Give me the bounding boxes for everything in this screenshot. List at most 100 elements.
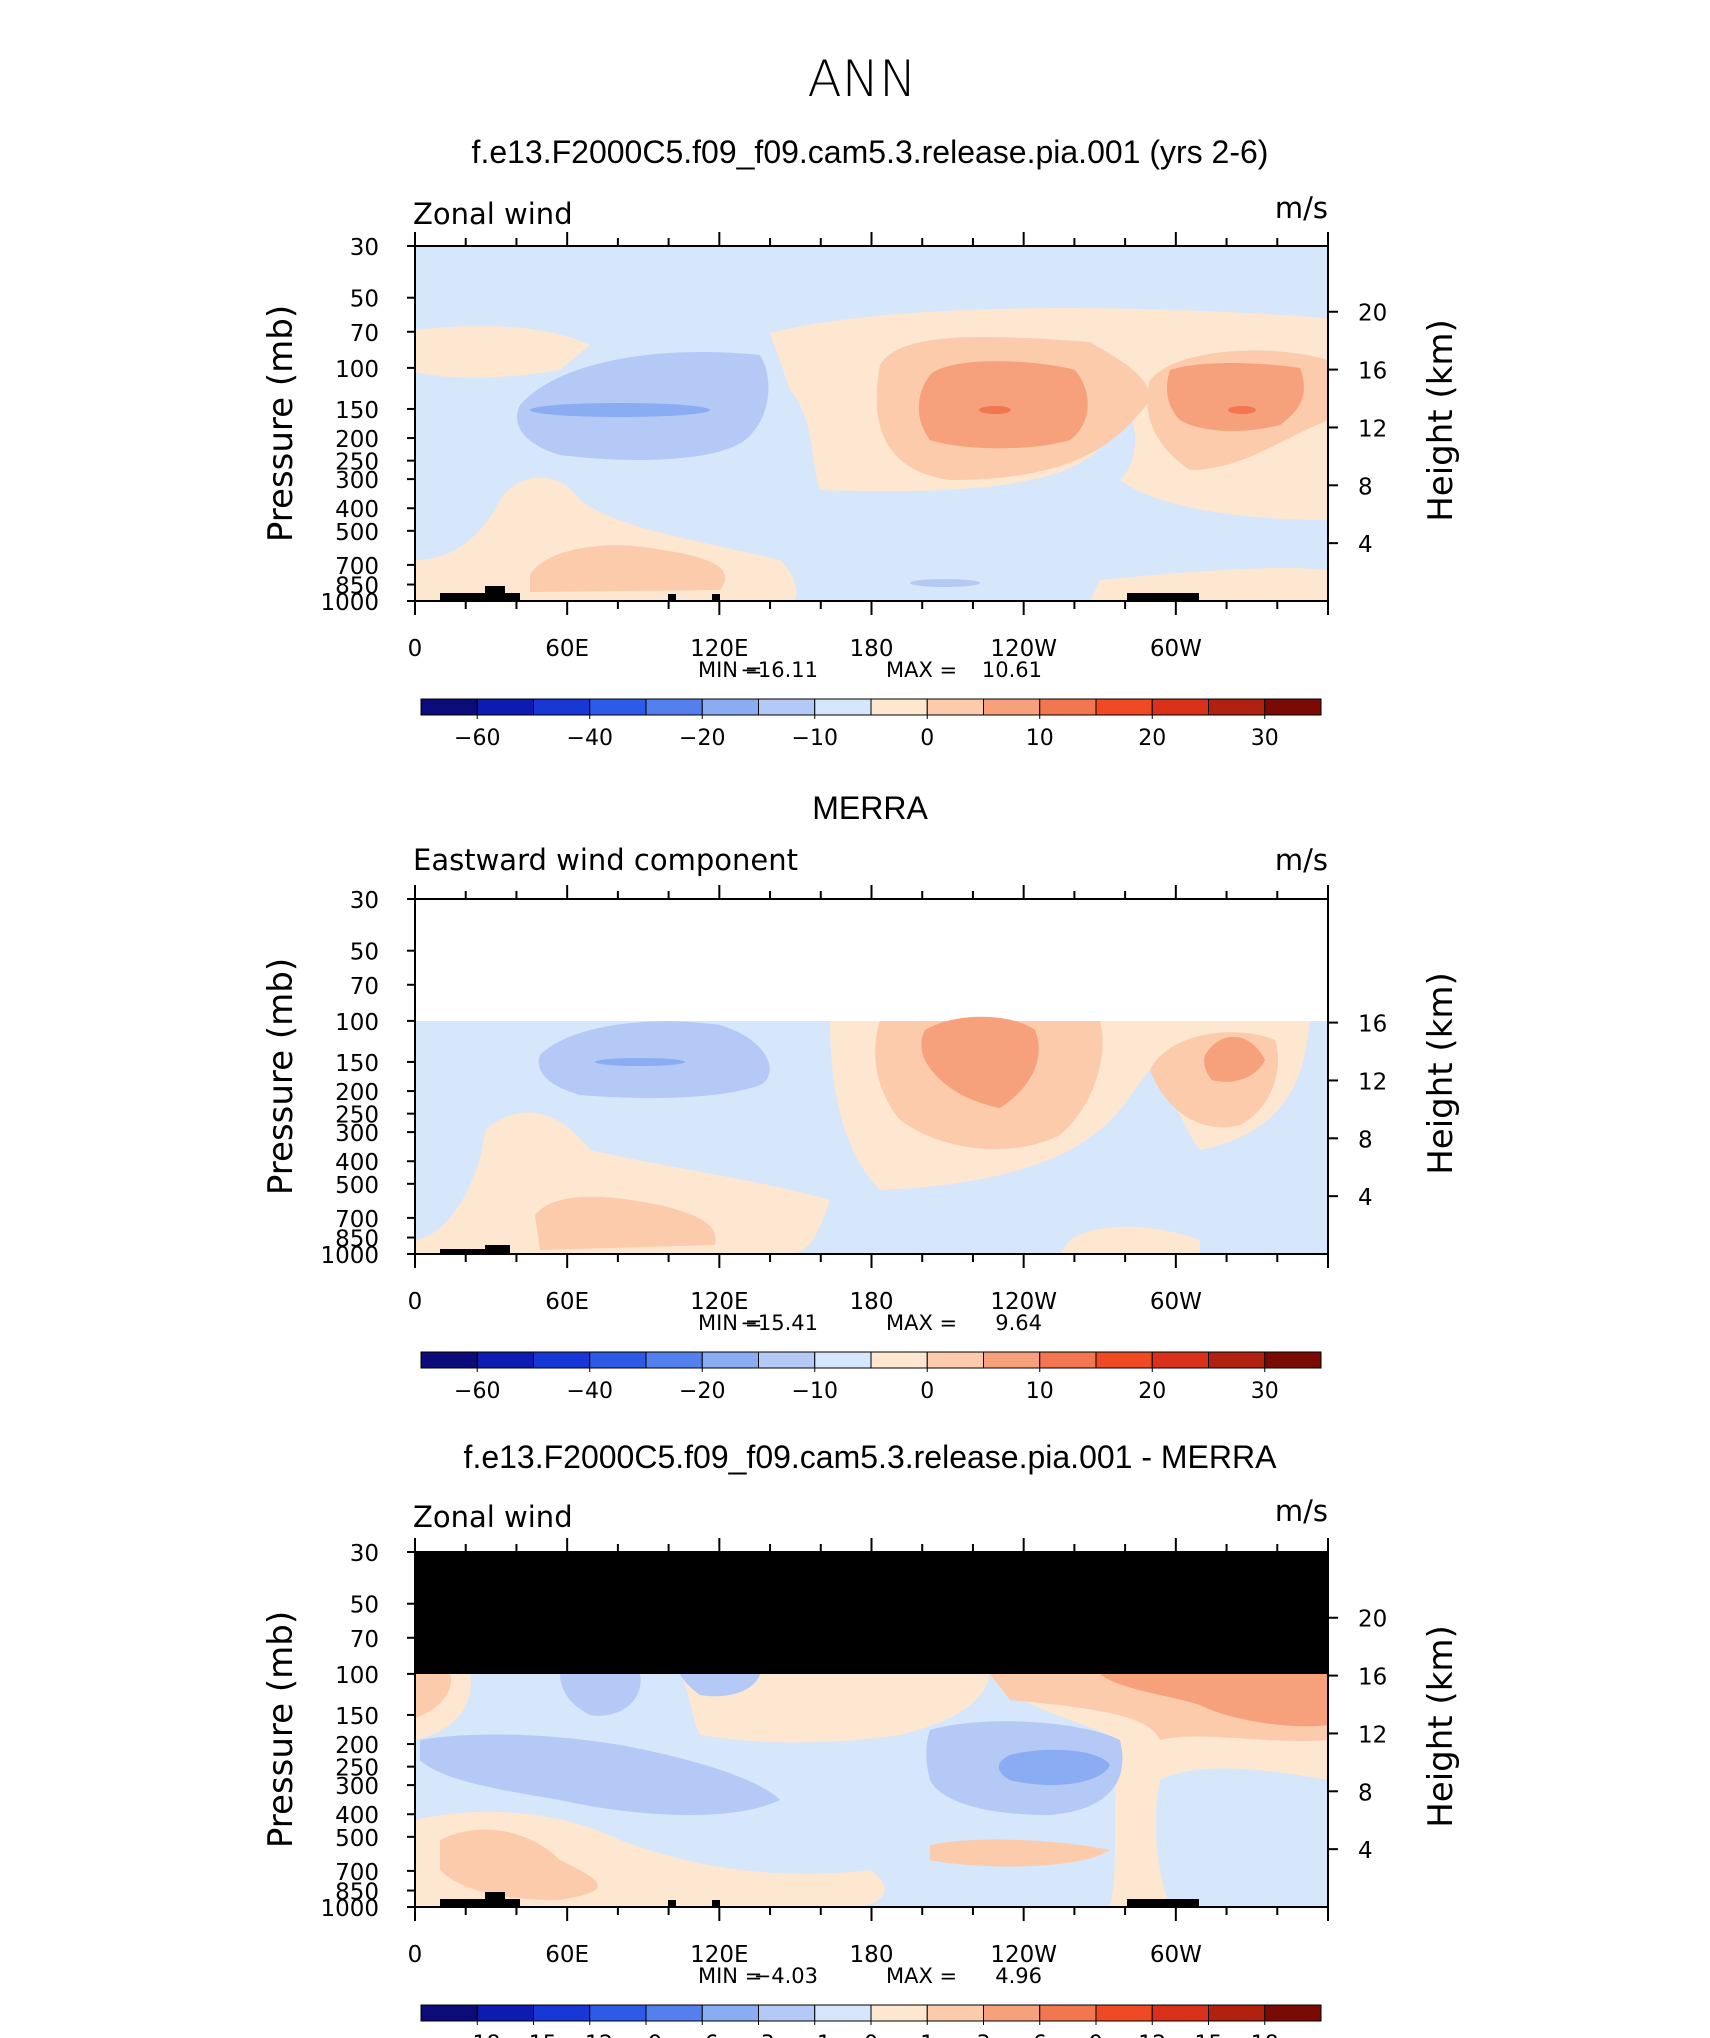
min-value: −16.11	[740, 658, 818, 682]
y-tick-label: 700	[335, 1207, 379, 1233]
min-label: MIN =	[698, 1964, 762, 1988]
y2-tick-label: 4	[1358, 532, 1373, 558]
contour-positive-1-3-mid	[930, 1839, 1110, 1867]
colorbar-label: −60	[454, 1379, 500, 1404]
y-tick-label: 500	[335, 520, 379, 546]
colorbar-swatch	[1208, 1351, 1266, 1369]
x-tick-label: 0	[408, 1289, 423, 1315]
variable-label: Zonal wind	[413, 197, 573, 231]
x-tick-label: 180	[850, 1942, 894, 1968]
y-axis-title: Pressure (mb)	[261, 1611, 301, 1848]
min-value: −4.03	[754, 1964, 818, 1988]
colorbar-swatch	[645, 698, 703, 716]
colorbar-label: −40	[567, 1379, 613, 1404]
colorbar-swatch	[533, 2004, 591, 2022]
contour-positive-0-10-surface-right	[1060, 1226, 1200, 1254]
colorbar-label: 0	[920, 1379, 934, 1404]
y-tick-label: 70	[350, 1627, 379, 1653]
colorbar-swatch	[1151, 1351, 1209, 1369]
x-tick-label: 180	[850, 636, 894, 662]
x-tick-label: 120W	[990, 636, 1057, 662]
colorbar-swatch	[420, 2004, 478, 2022]
colorbar-swatch	[476, 1351, 534, 1369]
contour-positive-0-10-surface-right	[1090, 568, 1328, 601]
colorbar-label: 10	[1026, 1379, 1054, 1404]
missing-data-region	[415, 899, 1328, 1021]
axes-group: 3050701001502002503004005007008501000Pre…	[261, 232, 1461, 751]
y-tick-label: 300	[335, 1774, 379, 1800]
panel-difference: f.e13.F2000C5.f09_f09.cam5.3.release.pia…	[261, 1439, 1461, 2038]
figure-title: ANN	[807, 50, 916, 108]
y-tick-label: 50	[350, 287, 379, 313]
topography-mask	[440, 1892, 1199, 1907]
contour-field	[415, 899, 1328, 1254]
colorbar-swatch	[758, 698, 816, 716]
contour-positive-3-6-right	[1100, 1674, 1328, 1727]
colorbar-label: 1	[920, 2032, 934, 2038]
y-tick-label: 850	[335, 1880, 379, 1906]
panel-obs: MERRA Eastward wind component m/s 30 50 70…	[261, 790, 1461, 1404]
colorbar-label: 0	[864, 2032, 878, 2038]
colorbar-label: 3	[977, 2032, 991, 2038]
colorbar-label: 10	[1026, 726, 1054, 751]
colorbar-swatch	[926, 1351, 984, 1369]
contour-field	[415, 1552, 1328, 1907]
contour-negative-1-3	[420, 1734, 780, 1815]
colorbar-swatch	[814, 1351, 872, 1369]
x-tick-label: 60E	[545, 1942, 589, 1968]
panel-model: f.e13.F2000C5.f09_f09.cam5.3.release.pia…	[261, 134, 1461, 751]
colorbar-swatch	[1039, 1351, 1097, 1369]
x-tick-label: 0	[408, 1942, 423, 1968]
colorbar-label: −10	[792, 726, 838, 751]
y-tick-label: 100	[335, 357, 379, 383]
contour-positive-20-30-right	[1167, 363, 1304, 432]
contour-negative-blip	[910, 579, 980, 587]
colorbar-swatch	[1208, 2004, 1266, 2022]
y2-tick-label: 12	[1358, 1069, 1387, 1095]
contour-negative-min	[530, 403, 710, 417]
y-tick-label: 250	[335, 450, 379, 476]
colorbar-swatch	[420, 698, 478, 716]
colorbar-swatch	[1208, 698, 1266, 716]
y2-tick-label: 8	[1358, 1127, 1373, 1153]
max-value: 9.64	[995, 1311, 1042, 1335]
y-tick-label: 400	[335, 1150, 379, 1176]
colorbar-swatch	[533, 698, 591, 716]
colorbar-swatch	[1264, 1351, 1322, 1369]
colorbar-swatch	[758, 2004, 816, 2022]
y-tick-label: 250	[335, 1756, 379, 1782]
y2-tick-label: 20	[1358, 1607, 1387, 1633]
max-label: MAX =	[886, 1311, 957, 1335]
colorbar-label: 12	[1138, 2032, 1166, 2038]
x-tick-label: 120E	[690, 1942, 748, 1968]
colorbar-label: −20	[679, 1379, 725, 1404]
colorbar-label: 20	[1138, 726, 1166, 751]
x-tick-label: 0	[408, 636, 423, 662]
colorbar-label: 18	[1251, 2032, 1279, 2038]
contour-positive-max	[979, 406, 1011, 414]
y-tick-label: 700	[335, 554, 379, 580]
contour-positive-20-30	[918, 361, 1088, 449]
colorbar-swatch	[870, 1351, 928, 1369]
contour-positive-1-3	[415, 1674, 451, 1718]
y-tick-label: 200	[335, 427, 379, 453]
colorbar-swatch	[701, 698, 759, 716]
panel-title: f.e13.F2000C5.f09_f09.cam5.3.release.pia…	[464, 1439, 1278, 1475]
units-label: m/s	[1275, 191, 1328, 225]
colorbar-label: −6	[686, 2032, 718, 2038]
y2-axis-title: Height (km)	[1421, 972, 1461, 1175]
colorbar-swatch	[645, 1351, 703, 1369]
colorbar-label: 30	[1251, 726, 1279, 751]
colorbar-swatch	[1039, 2004, 1097, 2022]
y2-tick-label: 8	[1358, 474, 1373, 500]
colorbar-swatch	[814, 698, 872, 716]
y2-tick-label: 4	[1358, 1185, 1373, 1211]
y-axis-title: Pressure (mb)	[261, 958, 301, 1195]
contour-positive-0-10-lower	[415, 1112, 830, 1254]
y2-tick-label: 4	[1358, 1838, 1373, 1864]
max-value: 10.61	[982, 658, 1042, 682]
y-tick-label: 50	[350, 1593, 379, 1619]
colorbar-label: −10	[792, 1379, 838, 1404]
colorbar-swatch	[533, 1351, 591, 1369]
axes-group: 3050701001502002503004005007008501000Pre…	[261, 885, 1461, 1404]
